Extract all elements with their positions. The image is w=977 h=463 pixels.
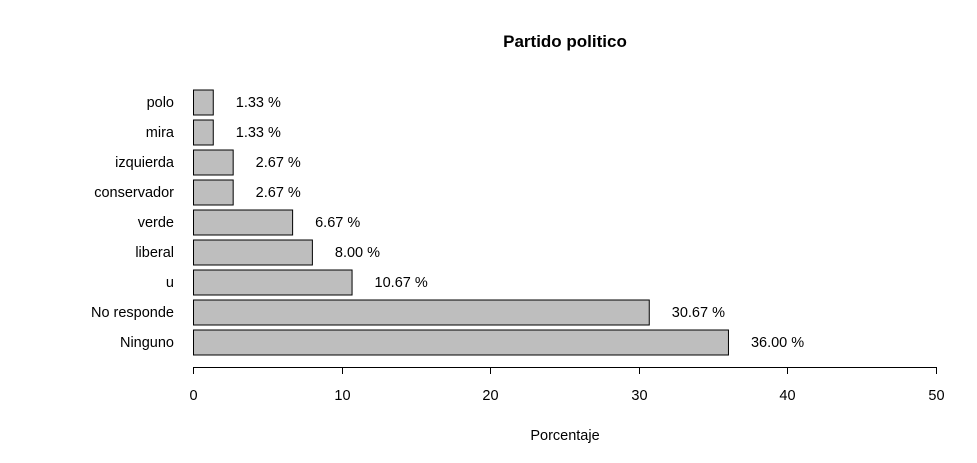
chart-title: Partido politico	[503, 32, 627, 51]
x-tick-label: 30	[631, 388, 647, 404]
data-label: 30.67 %	[672, 305, 725, 321]
bar-u	[193, 269, 353, 296]
data-label: 36.00 %	[751, 335, 804, 351]
data-label: 6.67 %	[315, 215, 360, 231]
x-axis-label: Porcentaje	[530, 428, 599, 444]
category-label: izquierda	[115, 155, 175, 171]
x-tick-label: 0	[189, 388, 197, 404]
x-tick-label: 50	[928, 388, 944, 404]
x-tick-label: 40	[779, 388, 795, 404]
category-label: Ninguno	[120, 335, 174, 351]
bar-no-responde	[193, 299, 650, 326]
bar-verde	[193, 209, 294, 236]
category-label: u	[166, 275, 174, 291]
data-label: 1.33 %	[236, 125, 281, 141]
x-axis: 0 10 20 30 40 50	[189, 367, 945, 404]
bars-group	[193, 89, 729, 356]
bar-liberal	[193, 239, 313, 266]
data-labels: 1.33 % 1.33 % 2.67 % 2.67 % 6.67 % 8.00 % 10.6…	[236, 95, 805, 351]
x-tick-label: 20	[482, 388, 498, 404]
category-label: polo	[147, 95, 174, 111]
category-label: verde	[138, 215, 174, 231]
category-labels: polo mira izquierda conservador verde liberal…	[91, 95, 175, 351]
category-label: liberal	[135, 245, 174, 261]
data-label: 10.67 %	[375, 275, 428, 291]
data-label: 2.67 %	[256, 155, 301, 171]
x-tick-label: 10	[334, 388, 350, 404]
bar-mira	[193, 119, 214, 146]
category-label: No responde	[91, 305, 174, 321]
bar-polo	[193, 89, 214, 116]
bar-ninguno	[193, 329, 729, 356]
data-label: 2.67 %	[256, 185, 301, 201]
category-label: conservador	[94, 185, 174, 201]
data-label: 1.33 %	[236, 95, 281, 111]
category-label: mira	[146, 125, 175, 141]
bar-izquierda	[193, 149, 234, 176]
bar-conservador	[193, 179, 234, 206]
data-label: 8.00 %	[335, 245, 380, 261]
